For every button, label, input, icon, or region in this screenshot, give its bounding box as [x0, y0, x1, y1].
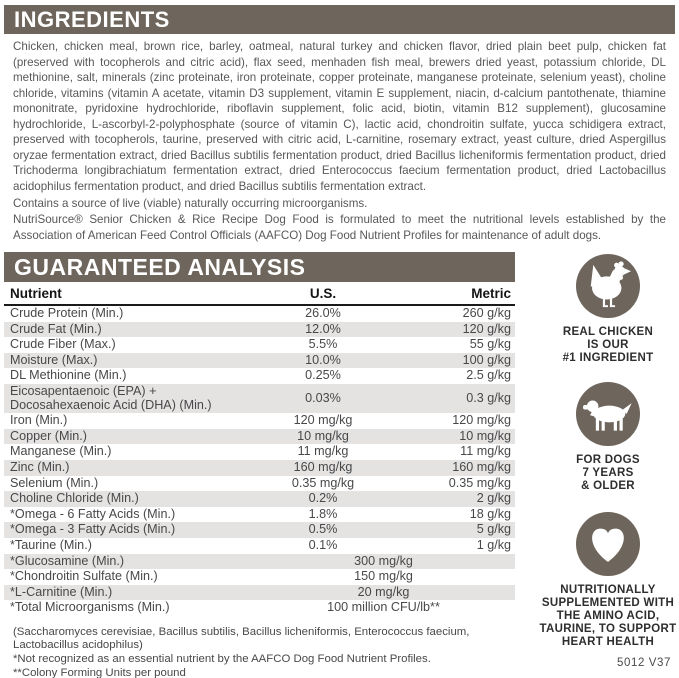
guaranteed-analysis-table: Nutrient U.S. Metric Crude Protein (Min.… [4, 285, 515, 616]
us-value-cell: 0.03% [305, 390, 341, 405]
nutrient-cell: Crude Fat (Min.) [10, 321, 102, 336]
nutrient-cell: Selenium (Min.) [10, 475, 99, 490]
guaranteed-analysis-section-title: GUARANTEED ANALYSIS [4, 252, 515, 282]
us-value-cell: 1.8% [308, 506, 338, 521]
table-row: *Total Microorganisms (Min.) 100 million … [4, 600, 515, 616]
metric-value-cell: 100 g/kg [462, 352, 511, 367]
table-row: Moisture (Max.) 10.0% 100 g/kg [4, 352, 515, 369]
metric-value-cell: 0.35 mg/kg [448, 475, 511, 490]
us-value-cell: 11 mg/kg [297, 444, 349, 459]
nutrient-cell: Crude Protein (Min.) [10, 306, 124, 320]
us-value-cell: 12.0% [305, 321, 341, 336]
metric-value-cell: 0.3 g/kg [466, 390, 511, 405]
nutrient-cell: Copper (Min.) [10, 428, 87, 443]
footnote-microorganism-species: (Saccharomyces cerevisiae, Bacillus subt… [13, 626, 470, 651]
table-row: *L-Carnitine (Min.) 20 mg/kg [4, 584, 515, 601]
ga-table-body: Crude Protein (Min.) 26.0% 260 g/kg Crude F… [4, 305, 515, 616]
nutrient-cell: Iron (Min.) [10, 413, 68, 428]
table-row: *Omega - 6 Fatty Acids (Min.) 1.8% 18 g/kg [4, 507, 515, 523]
nutrient-cell: Manganese (Min.) [10, 444, 112, 459]
metric-value-cell: 1 g/kg [476, 537, 511, 552]
us-value-cell: 0.2% [308, 491, 338, 506]
value-cell: 150 mg/kg [354, 569, 413, 584]
metric-value-cell: 2 g/kg [476, 491, 511, 506]
column-header-us: U.S. [252, 285, 394, 306]
metric-value-cell: 120 g/kg [462, 321, 511, 336]
metric-value-cell: 160 mg/kg [452, 459, 511, 474]
viable-microorganisms-note: Contains a source of live (viable) natur… [13, 197, 368, 210]
nutrient-cell: Zinc (Min.) [10, 459, 70, 474]
us-value-cell: 0.25% [305, 368, 341, 383]
dog-icon [576, 382, 640, 446]
table-row: Zinc (Min.) 160 mg/kg 160 mg/kg [4, 459, 515, 476]
metric-value-cell: 18 g/kg [469, 506, 511, 521]
us-value-cell: 0.35 mg/kg [291, 475, 355, 490]
value-cell: 20 mg/kg [357, 584, 410, 599]
metric-value-cell: 2.5 g/kg [466, 368, 511, 383]
us-value-cell: 160 mg/kg [293, 459, 353, 474]
us-value-cell: 10 mg/kg [297, 428, 349, 443]
metric-value-cell: 10 mg/kg [459, 428, 511, 443]
nutrient-cell: *Omega - 6 Fatty Acids (Min.) [10, 506, 176, 521]
nutrient-cell: Choline Chloride (Min.) [10, 491, 139, 506]
heart-icon [576, 512, 640, 576]
badge-heart-health-label: NUTRITIONALLY SUPPLEMENTED WITH THE AMIN… [539, 584, 677, 648]
table-row: DL Methionine (Min.) 0.25% 2.5 g/kg [4, 368, 515, 384]
nutrient-cell: *Taurine (Min.) [10, 537, 92, 552]
nutrient-cell: *Chondroitin Sulfate (Min.) [10, 569, 158, 584]
badge-for-dogs-label: FOR DOGS 7 YEARS & OLDER [576, 454, 640, 492]
nutrient-cell: *Omega - 3 Fatty Acids (Min.) [10, 522, 176, 537]
footnote-not-recognized: *Not recognized as an essential nutrient… [13, 653, 431, 665]
nutrient-cell: *Glucosamine (Min.) [10, 553, 125, 568]
value-cell: 100 million CFU/lb** [327, 600, 440, 615]
nutrient-cell: *L-Carnitine (Min.) [10, 584, 113, 599]
aafco-statement: NutriSource® Senior Chicken & Rice Recip… [13, 213, 666, 242]
table-row: Selenium (Min.) 0.35 mg/kg 0.35 mg/kg [4, 476, 515, 492]
us-value-cell: 5.5% [308, 337, 338, 352]
table-row: Iron (Min.) 120 mg/kg 120 mg/kg [4, 413, 515, 429]
ingredients-list-text: Chicken, chicken meal, brown rice, barle… [13, 40, 666, 193]
table-row: *Omega - 3 Fatty Acids (Min.) 0.5% 5 g/kg [4, 522, 515, 538]
table-row: *Chondroitin Sulfate (Min.) 150 mg/kg [4, 569, 515, 585]
nutrient-cell: Crude Fiber (Max.) [10, 337, 116, 352]
table-row: *Taurine (Min.) 0.1% 1 g/kg [4, 538, 515, 554]
metric-value-cell: 55 g/kg [469, 337, 511, 352]
metric-value-cell: 11 mg/kg [460, 444, 511, 459]
table-row: Crude Fiber (Max.) 5.5% 55 g/kg [4, 337, 515, 353]
value-cell: 300 mg/kg [354, 553, 413, 568]
metric-value-cell: 260 g/kg [462, 306, 511, 320]
column-header-nutrient: Nutrient [4, 285, 252, 306]
table-row: Eicosapentaenoic (EPA) + Docosahexaenoic… [4, 383, 515, 414]
metric-value-cell: 5 g/kg [476, 522, 511, 537]
us-value-cell: 120 mg/kg [293, 413, 353, 428]
footnote-cfu: **Colony Forming Units per pound [13, 667, 186, 678]
nutrient-cell: Moisture (Max.) [10, 352, 98, 367]
badge-real-chicken: REAL CHICKEN IS OUR #1 INGREDIENT [537, 254, 679, 365]
us-value-cell: 0.5% [308, 522, 338, 537]
nutrient-cell: *Total Microorganisms (Min.) [10, 600, 170, 615]
badge-for-dogs: FOR DOGS 7 YEARS & OLDER [537, 382, 679, 493]
chicken-icon [576, 254, 640, 318]
metric-value-cell: 120 mg/kg [452, 413, 511, 428]
ingredients-section-title: INGREDIENTS [4, 5, 675, 34]
footnotes: (Saccharomyces cerevisiae, Bacillus subt… [13, 626, 521, 678]
us-value-cell: 26.0% [305, 306, 341, 320]
table-row: Copper (Min.) 10 mg/kg 10 mg/kg [4, 428, 515, 445]
nutrient-cell: Eicosapentaenoic (EPA) + Docosahexaenoic… [10, 383, 212, 412]
table-row: Choline Chloride (Min.) 0.2% 2 g/kg [4, 491, 515, 507]
product-code: 5012 V37 [616, 657, 671, 669]
nutrient-cell: DL Methionine (Min.) [10, 368, 127, 383]
table-row: *Glucosamine (Min.) 300 mg/kg [4, 553, 515, 570]
badge-heart-health: NUTRITIONALLY SUPPLEMENTED WITH THE AMIN… [537, 512, 679, 649]
column-header-metric: Metric [394, 285, 515, 306]
table-row: Manganese (Min.) 11 mg/kg 11 mg/kg [4, 444, 515, 460]
us-value-cell: 10.0% [305, 352, 341, 367]
table-header-row: Nutrient U.S. Metric [4, 285, 515, 306]
table-row: Crude Fat (Min.) 12.0% 120 g/kg [4, 321, 515, 338]
us-value-cell: 0.1% [308, 537, 338, 552]
badge-real-chicken-label: REAL CHICKEN IS OUR #1 INGREDIENT [562, 326, 654, 364]
table-row: Crude Protein (Min.) 26.0% 260 g/kg [4, 305, 515, 322]
